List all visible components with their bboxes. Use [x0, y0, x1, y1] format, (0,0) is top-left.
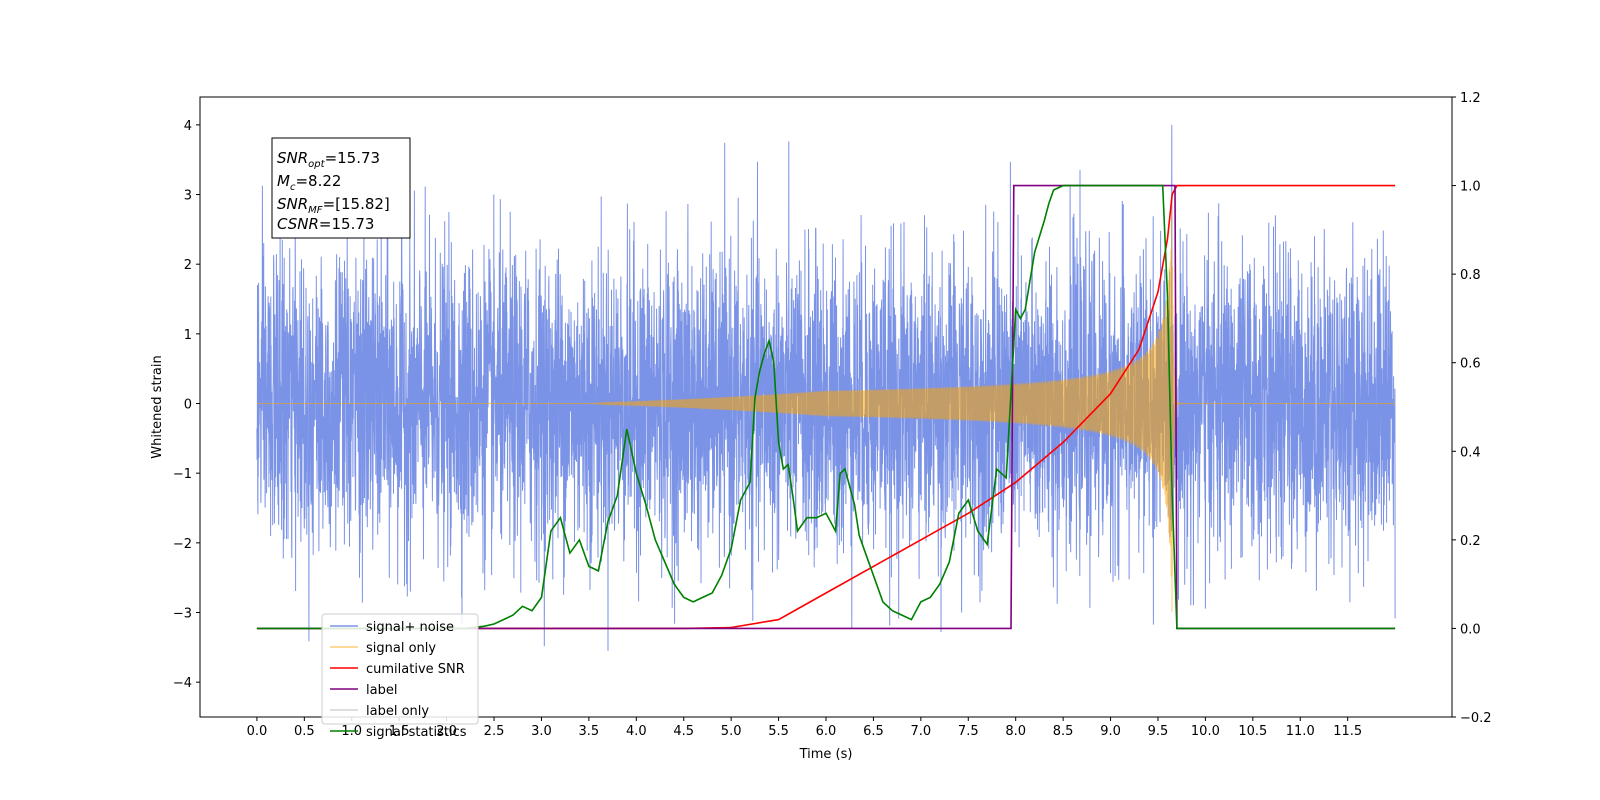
- x-tick-label: 2.5: [484, 724, 505, 739]
- series-signal-only-line: [256, 209, 1396, 613]
- x-tick-label: 5.0: [721, 724, 742, 739]
- info-snr-opt: SNRopt=15.73: [277, 149, 380, 170]
- legend-label: signal statistics: [366, 725, 467, 740]
- x-tick-label: 9.0: [1100, 724, 1121, 739]
- y-tick-label: −3: [173, 607, 192, 622]
- y2-tick-label: −0.2: [1460, 711, 1492, 726]
- x-tick-label: 0.5: [294, 724, 315, 739]
- x-tick-label: 10.5: [1238, 724, 1267, 739]
- y-axis-left: −4 −3 −2 −1 0 1 2 3 4: [173, 119, 200, 691]
- x-tick-label: 8.5: [1053, 724, 1074, 739]
- y-tick-label: 4: [184, 119, 192, 134]
- y2-tick-label: 0.6: [1460, 357, 1481, 372]
- y-tick-label: 3: [184, 189, 192, 204]
- x-tick-label: 9.5: [1148, 724, 1169, 739]
- x-tick-label: 8.0: [1005, 724, 1026, 739]
- y2-tick-label: 0.8: [1460, 268, 1481, 283]
- legend-label: signal only: [366, 641, 436, 656]
- x-tick-label: 10.0: [1191, 724, 1220, 739]
- y-tick-label: −4: [173, 676, 192, 691]
- x-tick-label: 7.0: [911, 724, 932, 739]
- x-tick-label: 6.0: [816, 724, 837, 739]
- y-tick-label: 1: [184, 328, 192, 343]
- y-axis-label: Whitened strain: [150, 355, 165, 458]
- x-tick-label: 3.0: [531, 724, 552, 739]
- x-tick-label: 2.0: [436, 724, 457, 739]
- legend-label: label only: [366, 704, 429, 719]
- y-tick-label: −1: [173, 467, 192, 482]
- x-tick-label: 6.5: [863, 724, 884, 739]
- x-tick-label: 1.5: [389, 724, 410, 739]
- x-tick-label: 0.0: [247, 724, 268, 739]
- x-tick-label: 7.5: [958, 724, 979, 739]
- x-tick-label: 11.5: [1333, 724, 1362, 739]
- info-snr-mf: SNRMF=[15.82]: [277, 195, 390, 216]
- y2-tick-label: 0.2: [1460, 534, 1481, 549]
- series-signal-noise-line: [256, 124, 1396, 651]
- y2-tick-label: 1.0: [1460, 180, 1481, 195]
- y2-tick-label: 0.4: [1460, 445, 1481, 460]
- x-tick-label: 4.0: [626, 724, 647, 739]
- x-tick-label: 4.5: [673, 724, 694, 739]
- y-axis-right: −0.2 0.0 0.2 0.4 0.6 0.8 1.0 1.2: [1452, 91, 1492, 726]
- info-box: SNRopt=15.73 Mc=8.22 SNRMF=[15.82] CSNR=…: [271, 137, 411, 239]
- x-tick-label: 11.0: [1286, 724, 1315, 739]
- y-tick-label: 2: [184, 258, 192, 273]
- x-axis-label: Time (s): [799, 747, 853, 762]
- series-layer: [256, 124, 1396, 651]
- y-tick-label: 0: [184, 398, 192, 413]
- y-tick-label: −2: [173, 537, 192, 552]
- series-cumulative-snr-line: [256, 184, 1396, 630]
- y2-tick-label: 0.0: [1460, 622, 1481, 637]
- series-signal-statistics-line: [256, 184, 1396, 630]
- x-tick-label: 5.5: [768, 724, 789, 739]
- legend-label: cumilative SNR: [366, 662, 465, 677]
- legend-frame: [321, 613, 479, 725]
- info-csnr: CSNR=15.73: [277, 215, 374, 233]
- legend-label: label: [366, 683, 397, 698]
- x-tick-label: 3.5: [579, 724, 600, 739]
- x-axis: 0.0 0.5 1.0 1.5 2.0 2.5 3.0 3.5 4.0 4.5 5.0 5.5 6.0 6…: [247, 717, 1362, 739]
- legend-label: signal+ noise: [366, 620, 454, 635]
- legend: signal+ noise signal only cumilative SNR la…: [321, 613, 479, 740]
- y2-tick-label: 1.2: [1460, 91, 1481, 106]
- info-mc: Mc=8.22: [277, 172, 341, 193]
